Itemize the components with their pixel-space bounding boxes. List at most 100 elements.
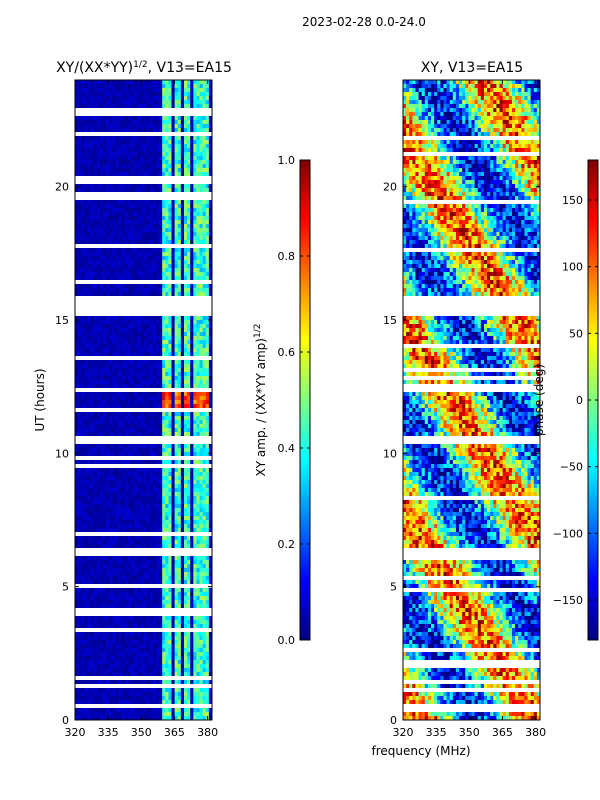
heatmap-cell bbox=[127, 432, 132, 437]
heatmap-cell bbox=[143, 160, 147, 165]
heatmap-cell bbox=[199, 336, 203, 341]
heatmap-cell bbox=[177, 400, 182, 405]
heatmap-cell bbox=[109, 524, 113, 529]
heatmap-cell bbox=[84, 420, 88, 425]
heatmap-cell bbox=[165, 92, 169, 97]
heatmap-cell bbox=[75, 264, 79, 269]
heatmap-cell bbox=[137, 636, 141, 641]
heatmap-cell bbox=[78, 428, 82, 433]
heatmap-cell bbox=[75, 516, 79, 521]
heatmap-cell bbox=[84, 588, 88, 593]
heatmap-cell bbox=[143, 536, 147, 541]
heatmap-cell bbox=[155, 80, 160, 85]
heatmap-cell bbox=[177, 148, 182, 153]
heatmap-cell bbox=[155, 368, 160, 373]
heatmap-cell bbox=[90, 484, 94, 489]
heatmap-cell bbox=[109, 588, 113, 593]
heatmap-cell bbox=[112, 340, 116, 345]
heatmap-cell bbox=[127, 260, 132, 265]
heatmap-cell bbox=[134, 528, 138, 533]
heatmap-cell bbox=[208, 604, 213, 609]
heatmap-cell bbox=[205, 228, 210, 233]
heatmap-cell bbox=[190, 216, 194, 221]
heatmap-cell bbox=[90, 592, 94, 597]
heatmap-cell bbox=[193, 420, 197, 425]
heatmap-cell bbox=[143, 248, 147, 253]
heatmap-cell bbox=[103, 452, 107, 457]
heatmap-cell bbox=[137, 316, 141, 321]
heatmap-cell bbox=[177, 268, 182, 273]
heatmap-cell bbox=[183, 396, 188, 401]
heatmap-cell bbox=[171, 600, 175, 605]
heatmap-cell bbox=[118, 416, 122, 421]
heatmap-cell bbox=[174, 520, 179, 525]
heatmap-cell bbox=[177, 564, 182, 569]
heatmap-cell bbox=[174, 540, 179, 545]
heatmap-cell bbox=[127, 504, 132, 509]
heatmap-cell bbox=[109, 144, 113, 149]
heatmap-cell bbox=[75, 84, 79, 89]
heatmap-cell bbox=[149, 600, 154, 605]
heatmap-cell bbox=[143, 344, 147, 349]
heatmap-cell bbox=[109, 452, 113, 457]
heatmap-cell bbox=[168, 600, 172, 605]
heatmap-cell bbox=[162, 284, 166, 289]
heatmap-cell bbox=[81, 380, 85, 385]
heatmap-cell bbox=[174, 372, 179, 377]
heatmap-cell bbox=[106, 156, 110, 161]
heatmap-cell bbox=[152, 340, 157, 345]
heatmap-cell bbox=[165, 632, 169, 637]
heatmap-cell bbox=[127, 496, 132, 501]
heatmap-cell bbox=[99, 476, 104, 481]
heatmap-cell bbox=[202, 484, 207, 489]
heatmap-cell bbox=[149, 140, 154, 145]
heatmap-cell bbox=[168, 212, 172, 217]
heatmap-cell bbox=[146, 596, 151, 601]
heatmap-cell bbox=[174, 500, 179, 505]
heatmap-cell bbox=[134, 272, 138, 277]
heatmap-cell bbox=[90, 396, 94, 401]
heatmap-cell bbox=[180, 600, 185, 605]
heatmap-cell bbox=[84, 80, 88, 85]
heatmap-cell bbox=[118, 260, 122, 265]
heatmap-cell bbox=[180, 372, 185, 377]
heatmap-cell bbox=[159, 344, 163, 349]
heatmap-cell bbox=[78, 412, 82, 417]
heatmap-cell bbox=[96, 368, 101, 373]
heatmap-cell bbox=[78, 212, 82, 217]
heatmap-cell bbox=[190, 116, 194, 121]
heatmap-cell bbox=[90, 524, 94, 529]
heatmap-cell bbox=[149, 360, 154, 365]
heatmap-cell bbox=[208, 268, 213, 273]
heatmap-cell bbox=[162, 524, 166, 529]
heatmap-cell bbox=[75, 220, 79, 225]
heatmap-cell bbox=[202, 352, 207, 357]
heatmap-cell bbox=[180, 396, 185, 401]
heatmap-cell bbox=[155, 208, 160, 213]
heatmap-cell bbox=[103, 564, 107, 569]
heatmap-cell bbox=[127, 268, 132, 273]
heatmap-cell bbox=[131, 224, 135, 229]
heatmap-cell bbox=[193, 640, 197, 645]
heatmap-cell bbox=[78, 348, 82, 353]
heatmap-cell bbox=[140, 484, 144, 489]
heatmap-cell bbox=[190, 348, 194, 353]
heatmap-cell bbox=[137, 168, 141, 173]
heatmap-cell bbox=[162, 344, 166, 349]
heatmap-cell bbox=[109, 640, 113, 645]
heatmap-cell bbox=[115, 484, 119, 489]
heatmap-cell bbox=[187, 400, 191, 405]
heatmap-cell bbox=[137, 396, 141, 401]
heatmap-cell bbox=[155, 476, 160, 481]
heatmap-cell bbox=[99, 336, 104, 341]
heatmap-cell bbox=[162, 164, 166, 169]
heatmap-cell bbox=[208, 164, 213, 169]
heatmap-cell bbox=[103, 92, 107, 97]
heatmap-cell bbox=[152, 364, 157, 369]
heatmap-cell bbox=[87, 224, 91, 229]
heatmap-cell bbox=[93, 640, 98, 645]
heatmap-cell bbox=[103, 592, 107, 597]
heatmap-cell bbox=[180, 268, 185, 273]
heatmap-cell bbox=[202, 124, 207, 129]
heatmap-cell bbox=[146, 268, 151, 273]
